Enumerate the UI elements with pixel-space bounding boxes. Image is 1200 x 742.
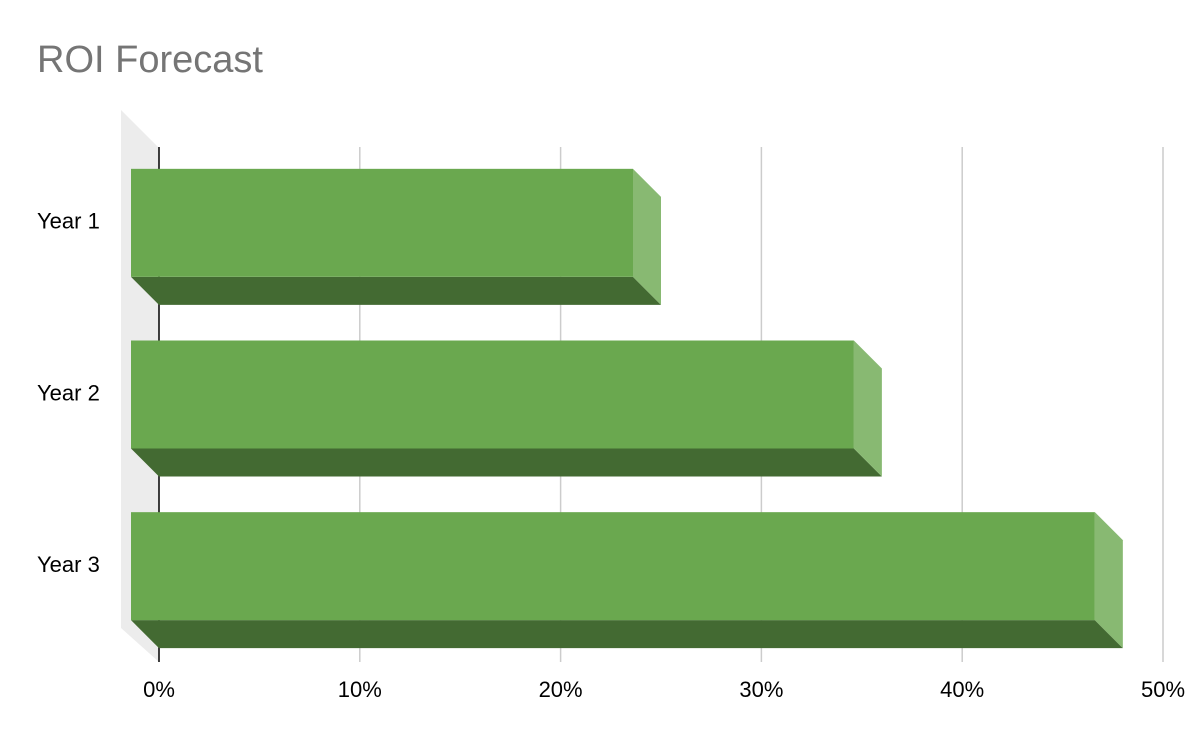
bar-bottom bbox=[131, 620, 1123, 649]
bar-side bbox=[633, 168, 661, 305]
x-tick-label: 50% bbox=[1141, 677, 1185, 702]
bar bbox=[131, 512, 1095, 621]
x-tick-label: 10% bbox=[338, 677, 382, 702]
y-tick-label: Year 2 bbox=[37, 380, 100, 405]
y-tick-label: Year 3 bbox=[37, 552, 100, 577]
y-tick-label: Year 1 bbox=[37, 209, 100, 234]
bar-bottom bbox=[131, 276, 661, 305]
x-tick-label: 30% bbox=[739, 677, 783, 702]
x-tick-label: 0% bbox=[143, 677, 175, 702]
x-tick-label: 40% bbox=[940, 677, 984, 702]
x-tick-label: 20% bbox=[539, 677, 583, 702]
bar-side bbox=[853, 340, 882, 477]
bar-bottom bbox=[131, 448, 882, 477]
chart-title: ROI Forecast bbox=[37, 39, 263, 81]
bar-side bbox=[1094, 512, 1123, 649]
bar bbox=[131, 340, 854, 449]
bar bbox=[131, 168, 633, 277]
